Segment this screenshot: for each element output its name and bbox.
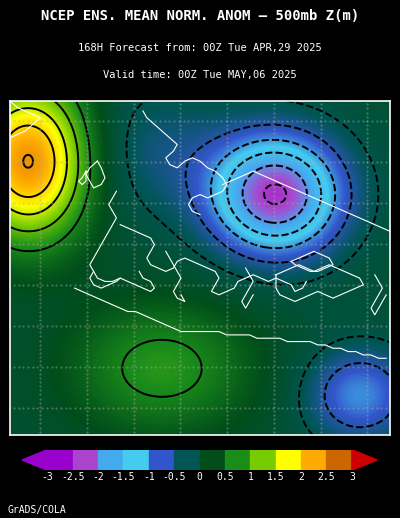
Bar	[124, 450, 149, 470]
Text: 2: 2	[298, 472, 304, 482]
Bar	[276, 450, 301, 470]
Bar	[98, 450, 124, 470]
Bar	[73, 450, 98, 470]
Bar	[149, 450, 174, 470]
Text: 0: 0	[197, 472, 202, 482]
Bar	[200, 450, 225, 470]
Text: 3: 3	[349, 472, 355, 482]
Text: NCEP ENS. MEAN NORM. ANOM – 500mb Z(m): NCEP ENS. MEAN NORM. ANOM – 500mb Z(m)	[41, 9, 359, 23]
Bar	[47, 450, 73, 470]
Text: -1.5: -1.5	[112, 472, 135, 482]
Bar	[250, 450, 276, 470]
Polygon shape	[22, 450, 47, 470]
Bar	[326, 450, 352, 470]
Text: -2: -2	[92, 472, 104, 482]
Text: 1: 1	[248, 472, 253, 482]
Text: 168H Forecast from: 00Z Tue APR,29 2025: 168H Forecast from: 00Z Tue APR,29 2025	[78, 43, 322, 53]
Text: GrADS/COLA: GrADS/COLA	[8, 505, 67, 514]
Text: -2.5: -2.5	[61, 472, 84, 482]
Text: Valid time: 00Z Tue MAY,06 2025: Valid time: 00Z Tue MAY,06 2025	[103, 70, 297, 80]
Text: -0.5: -0.5	[162, 472, 186, 482]
Bar	[225, 450, 250, 470]
Text: 0.5: 0.5	[216, 472, 234, 482]
Bar	[174, 450, 200, 470]
Bar	[301, 450, 326, 470]
Text: 2.5: 2.5	[318, 472, 335, 482]
Text: -1: -1	[143, 472, 155, 482]
Polygon shape	[352, 450, 377, 470]
Text: 1.5: 1.5	[267, 472, 284, 482]
Text: -3: -3	[42, 472, 53, 482]
